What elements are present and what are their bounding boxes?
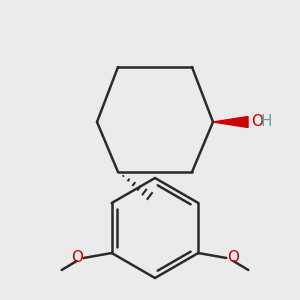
Text: O: O — [71, 250, 83, 266]
Polygon shape — [213, 116, 248, 128]
Text: O: O — [227, 250, 239, 266]
Text: H: H — [261, 115, 272, 130]
Text: O: O — [251, 115, 263, 130]
